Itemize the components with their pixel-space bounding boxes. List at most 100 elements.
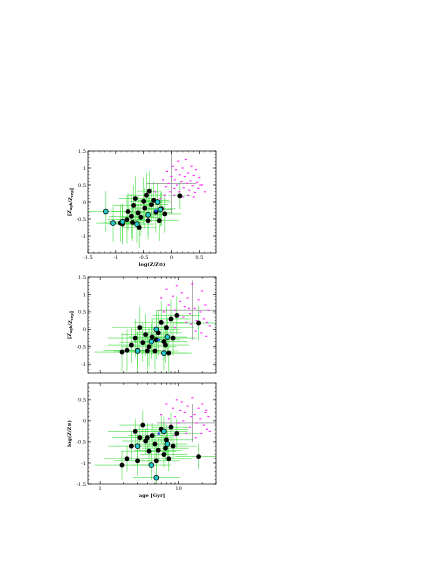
panels: -1-0.500.511.5-1.5 -1 -0.5 0 0.5[Zagb/Zcep]l… <box>66 149 217 499</box>
magenta-point <box>200 184 204 186</box>
filled-point <box>152 348 158 354</box>
filled-point <box>135 210 141 216</box>
filled-point <box>168 424 174 430</box>
magenta-point <box>164 186 168 188</box>
filled-point <box>137 325 143 331</box>
magenta-point <box>201 290 204 292</box>
magenta-point <box>186 297 189 299</box>
filled-point <box>131 203 137 208</box>
filled-point <box>163 342 168 348</box>
filled-point <box>143 332 149 337</box>
filled-point <box>128 443 134 449</box>
magenta-point <box>171 295 175 297</box>
magenta-point <box>207 416 210 418</box>
star-point <box>156 337 162 342</box>
magenta-point <box>208 430 211 432</box>
magenta-point <box>194 169 198 171</box>
filled-point <box>196 320 202 326</box>
open-point <box>153 326 160 333</box>
magenta-point <box>199 418 202 420</box>
magenta-point <box>167 418 170 420</box>
magenta-point <box>175 399 178 401</box>
magenta-point <box>153 191 156 193</box>
open-point <box>134 348 141 354</box>
open-point <box>154 199 161 205</box>
magenta-point <box>182 420 185 422</box>
filled-point <box>156 218 162 224</box>
magenta-point <box>187 307 190 310</box>
magenta-point <box>191 283 194 285</box>
ytick-label: -1 <box>81 362 86 368</box>
magenta-point <box>199 184 202 186</box>
magenta-point <box>208 325 211 327</box>
xtick-label: -1.5 <box>83 255 93 261</box>
filled-point <box>174 431 180 436</box>
magenta-point <box>195 320 198 322</box>
star-point <box>153 208 159 213</box>
magenta-point <box>181 167 184 169</box>
magenta-point <box>205 409 208 411</box>
magenta-point <box>180 181 183 183</box>
xtick-label: 10 <box>175 486 181 492</box>
filled-point <box>128 342 134 348</box>
filled-point <box>142 205 148 211</box>
filled-point <box>140 340 146 346</box>
ytick-label: 1.5 <box>78 149 86 155</box>
panel-middle: -1 -0.5 0 0.5 1 1.5 [Zagb/Zcep] <box>67 275 217 374</box>
plot-area-middle <box>94 280 216 373</box>
magenta-point <box>160 297 163 299</box>
filled-point <box>152 441 158 447</box>
open-point <box>148 338 155 345</box>
magenta-point <box>190 323 193 325</box>
magenta-point <box>181 196 184 198</box>
filled-point <box>153 337 159 343</box>
magenta-point <box>203 191 206 193</box>
magenta-point <box>173 187 176 189</box>
open-point <box>134 221 140 227</box>
xtick-label: 0 <box>170 255 173 261</box>
filled-point <box>164 325 169 331</box>
filled-point <box>170 335 176 341</box>
magenta-point <box>170 175 173 178</box>
filled-point <box>161 452 167 457</box>
magenta-point <box>182 316 185 318</box>
magenta-point <box>197 299 200 301</box>
filled-point <box>146 448 152 454</box>
magenta-point <box>188 189 191 191</box>
magenta-point <box>183 175 186 178</box>
magenta-point <box>205 428 209 430</box>
filled-point <box>166 456 172 462</box>
magenta-point <box>180 401 183 403</box>
filled-point <box>132 428 138 434</box>
filled-point <box>155 447 161 453</box>
ytick-label: -0.5 <box>76 345 86 351</box>
magenta-point <box>175 184 179 186</box>
magenta-point <box>163 194 166 196</box>
filled-point <box>177 193 183 199</box>
panel-bottom: -1.5 -1 -0.5 0 0.5 1 10 log(Z/Z⊙) age [Gyr] <box>66 382 217 499</box>
filled-point <box>144 192 149 198</box>
magenta-point <box>200 332 203 334</box>
filled-point <box>144 435 150 441</box>
filled-point <box>164 437 169 443</box>
filled-point <box>163 445 168 451</box>
magenta-point <box>192 174 195 177</box>
magenta-point <box>160 413 163 416</box>
magenta-point <box>194 437 197 439</box>
magenta-point <box>204 304 207 306</box>
filled-point <box>125 209 131 214</box>
magenta-point <box>188 313 192 315</box>
frame-middle <box>87 276 217 374</box>
magenta-point <box>188 426 192 428</box>
magenta-point <box>191 185 194 187</box>
filled-point <box>170 443 176 449</box>
magenta-point <box>162 311 166 313</box>
panel-top: -1-0.500.511.5-1.5 -1 -0.5 0 0.5[Zagb/Zcep]l… <box>67 149 217 268</box>
filled-point <box>149 334 155 340</box>
filled-point <box>132 335 138 341</box>
filled-point <box>119 462 125 468</box>
filled-point <box>166 350 172 356</box>
xtick-label: -1 <box>113 255 118 261</box>
